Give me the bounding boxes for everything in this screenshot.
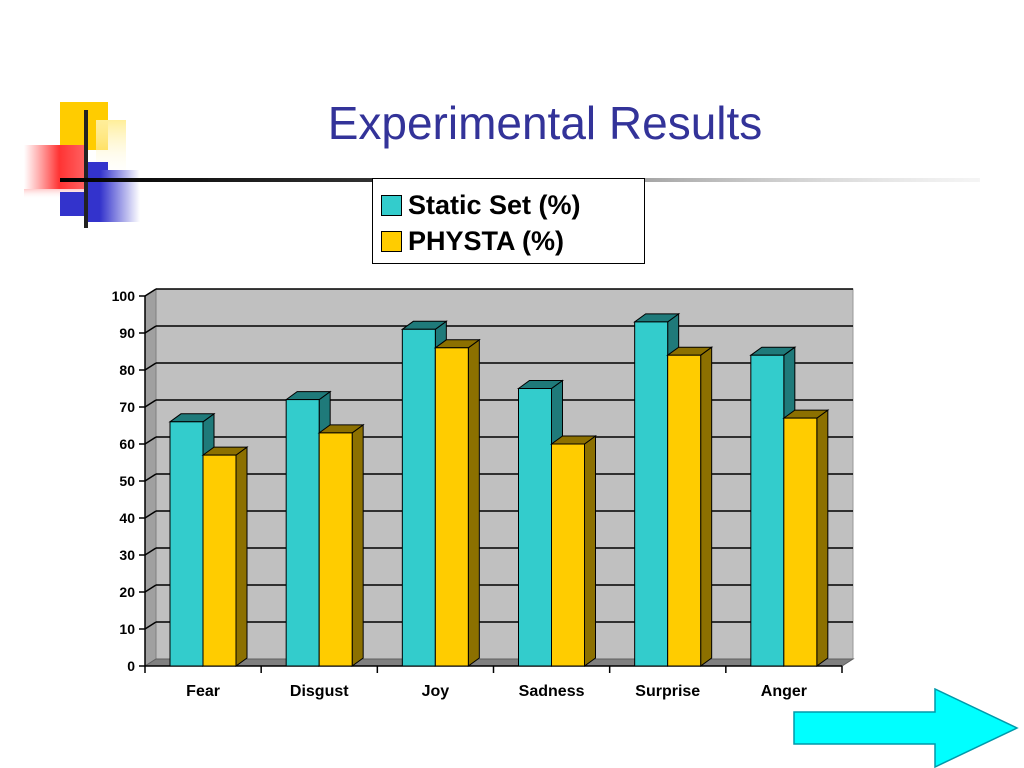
y-tick-label: 100: [112, 288, 136, 304]
legend-swatch-static-set: [381, 194, 402, 216]
y-tick-label: 40: [119, 510, 135, 526]
y-tick-label: 50: [119, 473, 135, 489]
bar-side: [584, 435, 596, 667]
bar-front: [401, 328, 436, 667]
bar-joy-physta: [433, 338, 481, 667]
bar-front: [750, 354, 785, 667]
x-label-anger: Anger: [761, 683, 807, 700]
bar-front: [783, 417, 818, 667]
legend-label-physta: PHYSTA (%): [408, 225, 565, 256]
bar-sadness-physta: [549, 435, 598, 667]
y-tick-label: 30: [119, 547, 135, 563]
bar-side: [351, 423, 364, 667]
bar-front: [318, 432, 353, 667]
gridline-diagonal: [144, 362, 157, 371]
x-label-disgust: Disgust: [290, 683, 349, 700]
bar-side: [816, 409, 829, 667]
y-tick-label: 90: [119, 325, 135, 341]
x-label-sadness: Sadness: [519, 683, 585, 700]
legend-swatch-physta: [381, 230, 402, 252]
slide-title: Experimental Results: [327, 97, 763, 149]
y-tick-label: 0: [127, 658, 135, 674]
bar-front: [551, 443, 585, 667]
gridline-diagonal: [144, 399, 157, 408]
gridline-diagonal: [144, 325, 157, 334]
y-tick-label: 80: [119, 362, 135, 378]
bar-front: [202, 454, 237, 667]
legend-label-static-set: Static Set (%): [408, 189, 581, 220]
bar-front: [285, 399, 320, 667]
gridline-diagonal: [144, 547, 157, 556]
gridline-diagonal: [144, 510, 157, 519]
bar-front: [634, 321, 669, 667]
legend-item-physta: PHYSTA (%): [381, 223, 638, 259]
x-label-fear: Fear: [186, 683, 220, 700]
plot-floor: [143, 658, 855, 667]
legend-item-static-set: Static Set (%): [381, 187, 638, 223]
y-tick-label: 70: [119, 399, 135, 415]
bar-front: [434, 347, 469, 667]
y-tick-label: 10: [119, 621, 135, 637]
bar-front: [169, 421, 204, 667]
y-tick-label: 60: [119, 436, 135, 452]
bar-anger-physta: [782, 409, 830, 667]
bar-front: [518, 388, 552, 667]
bar-fear-physta: [201, 446, 249, 667]
gridline-diagonal: [144, 436, 157, 445]
bar-side: [467, 338, 480, 667]
gridline-diagonal: [144, 584, 157, 593]
x-label-joy: Joy: [422, 683, 450, 700]
gridline-diagonal: [144, 621, 157, 630]
bar-side: [700, 346, 713, 667]
bar-front: [667, 354, 702, 667]
right-arrow-icon[interactable]: [793, 688, 1019, 768]
next-slide-button[interactable]: [793, 688, 1019, 768]
x-label-surprise: Surprise: [635, 683, 700, 700]
bar-side: [235, 446, 248, 667]
gridline-diagonal: [144, 288, 157, 297]
bar-disgust-physta: [317, 423, 365, 667]
chart-legend: Static Set (%) PHYSTA (%): [372, 178, 645, 264]
y-tick-label: 20: [119, 584, 135, 600]
bar-surprise-physta: [666, 346, 714, 667]
gridline-diagonal: [144, 473, 157, 482]
